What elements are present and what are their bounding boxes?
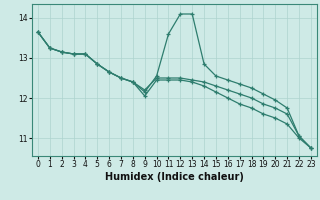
X-axis label: Humidex (Indice chaleur): Humidex (Indice chaleur) xyxy=(105,172,244,182)
